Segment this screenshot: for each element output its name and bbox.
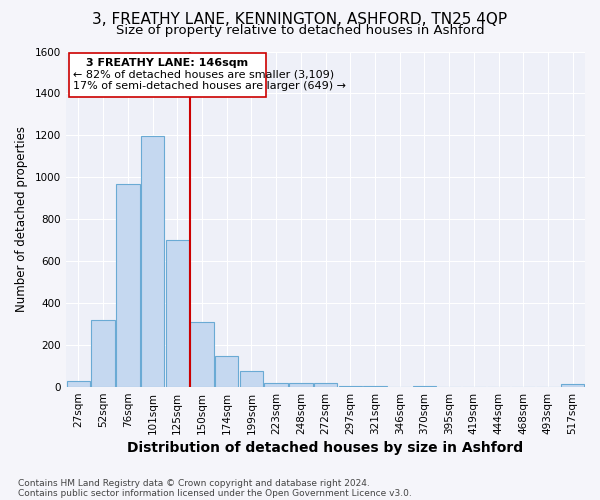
- FancyBboxPatch shape: [68, 52, 266, 96]
- Bar: [338, 386, 362, 387]
- Text: ← 82% of detached houses are smaller (3,109): ← 82% of detached houses are smaller (3,…: [73, 70, 335, 80]
- Text: 3 FREATHY LANE: 146sqm: 3 FREATHY LANE: 146sqm: [86, 58, 248, 68]
- Bar: [314, 383, 337, 387]
- Bar: [166, 240, 189, 387]
- Bar: [561, 384, 584, 387]
- Bar: [141, 136, 164, 387]
- Bar: [215, 356, 238, 387]
- Text: 17% of semi-detached houses are larger (649) →: 17% of semi-detached houses are larger (…: [73, 81, 346, 91]
- Bar: [239, 372, 263, 387]
- Bar: [116, 184, 140, 387]
- Text: Contains HM Land Registry data © Crown copyright and database right 2024.: Contains HM Land Registry data © Crown c…: [18, 478, 370, 488]
- Bar: [265, 383, 288, 387]
- Y-axis label: Number of detached properties: Number of detached properties: [15, 126, 28, 312]
- Bar: [413, 386, 436, 387]
- Text: 3, FREATHY LANE, KENNINGTON, ASHFORD, TN25 4QP: 3, FREATHY LANE, KENNINGTON, ASHFORD, TN…: [92, 12, 508, 28]
- X-axis label: Distribution of detached houses by size in Ashford: Distribution of detached houses by size …: [127, 441, 524, 455]
- Bar: [91, 320, 115, 387]
- Bar: [190, 322, 214, 387]
- Text: Size of property relative to detached houses in Ashford: Size of property relative to detached ho…: [116, 24, 484, 37]
- Bar: [67, 381, 90, 387]
- Text: Contains public sector information licensed under the Open Government Licence v3: Contains public sector information licen…: [18, 488, 412, 498]
- Bar: [363, 386, 386, 387]
- Bar: [289, 383, 313, 387]
